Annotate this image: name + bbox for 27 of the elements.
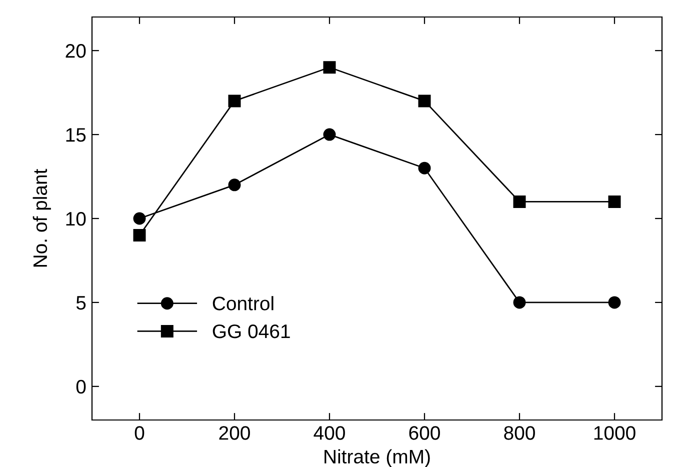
legend-label: Control xyxy=(212,296,274,310)
point xyxy=(418,94,431,108)
x-tick-label: 0 xyxy=(134,426,144,440)
x-tick-label: 800 xyxy=(504,426,535,440)
x-axis-title: Nitrate (mM) xyxy=(324,449,430,467)
point xyxy=(228,178,241,192)
y-tick-label: 15 xyxy=(66,128,86,142)
x-tick-label: 600 xyxy=(409,426,440,440)
y-tick-label: 20 xyxy=(66,44,86,58)
point xyxy=(228,94,241,108)
y-tick-label: 10 xyxy=(66,212,86,226)
x-tick-label: 200 xyxy=(219,426,250,440)
point xyxy=(133,212,146,225)
point xyxy=(608,296,621,309)
y-tick-label: 5 xyxy=(76,296,86,310)
y-axis-title: No. of plant xyxy=(32,168,51,267)
point xyxy=(513,195,526,208)
x-tick-label: 1000 xyxy=(594,426,636,440)
legend-label: GG 0461 xyxy=(212,324,290,338)
point xyxy=(323,128,336,141)
point xyxy=(513,296,526,309)
y-tick-label: 0 xyxy=(76,380,86,394)
point xyxy=(608,195,621,208)
x-tick-label: 400 xyxy=(314,426,345,440)
point xyxy=(418,162,431,174)
point xyxy=(323,61,336,74)
point xyxy=(133,229,146,242)
